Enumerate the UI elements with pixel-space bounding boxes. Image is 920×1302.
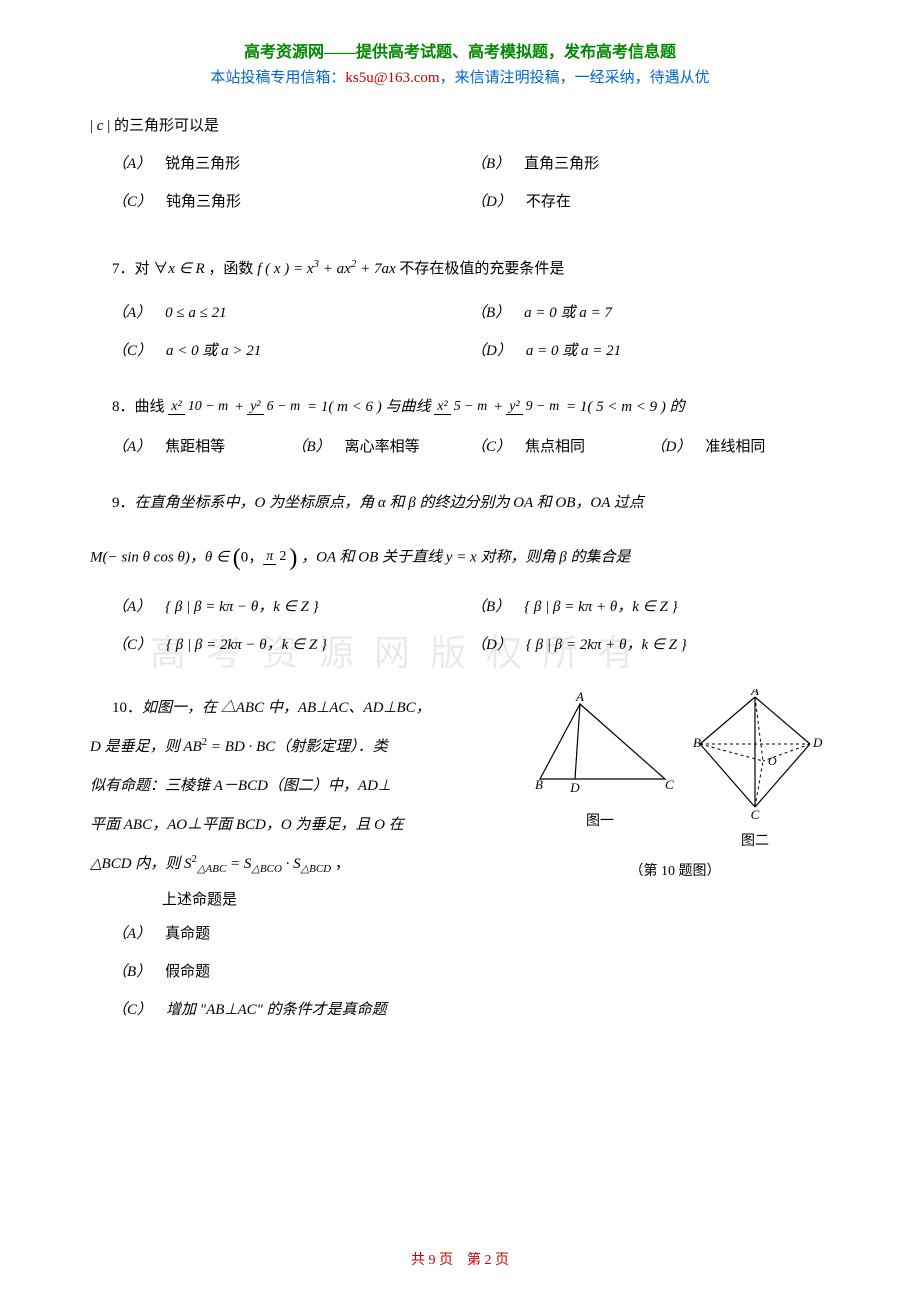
q6-opt-a: （A）锐角三角形 — [112, 152, 471, 176]
q6-opt-d: （D）不存在 — [471, 190, 830, 214]
q7-opt-d: （D）a = 0 或 a = 21 — [471, 339, 830, 363]
q10-opt-b: （B）假命题 — [112, 960, 830, 984]
header-title: 高考资源网——提供高考试题、高考模拟题，发布高考信息题 — [90, 40, 830, 66]
q10-body: 10．如图一，在 △ABC 中，AB⊥AC、AD⊥BC， D 是垂足，则 AB2… — [90, 689, 510, 884]
svg-text:C: C — [751, 807, 760, 819]
svg-text:O: O — [768, 754, 777, 768]
q10-opt-a: （A）真命题 — [112, 922, 830, 946]
question-8: 8．曲线 x²10 − m + y²6 − m = 1( m < 6 ) 与曲线… — [90, 395, 830, 473]
svg-text:D: D — [812, 735, 823, 750]
header-subtitle: 本站投稿专用信箱：ks5u@163.com，来信请注明投稿，一经采纳，待遇从优 — [90, 66, 830, 90]
q10-figures: A B D C 图一 — [510, 689, 830, 884]
q9-p1: 9．在直角坐标系中，O 为坐标原点，角 α 和 β 的终边分别为 OA 和 OB… — [90, 491, 830, 515]
question-9: 9．在直角坐标系中，O 为坐标原点，角 α 和 β 的终边分别为 OA 和 OB… — [90, 491, 830, 671]
q6-opt-b: （B）直角三角形 — [471, 152, 830, 176]
page-footer: 共 9 页 第 2 页 — [0, 1250, 920, 1272]
question-7: 7．对 ∀x ∈ R ，函数 f ( x ) = x3 + ax2 + 7ax … — [90, 256, 830, 377]
q10-l6: 上述命题是 — [140, 888, 830, 912]
q8-opt-b: （B）离心率相等 — [292, 435, 472, 459]
q7-opt-b: （B）a = 0 或 a = 7 — [471, 301, 830, 325]
q10-caption: （第 10 题图） — [520, 861, 830, 883]
q9-opt-c: （C）{ β | β = 2kπ − θ，k ∈ Z } — [112, 633, 471, 657]
sub-post: ，来信请注明投稿，一经采纳，待遇从优 — [440, 70, 710, 86]
page-header: 高考资源网——提供高考试题、高考模拟题，发布高考信息题 本站投稿专用信箱：ks5… — [90, 40, 830, 90]
question-10: 10．如图一，在 △ABC 中，AB⊥AC、AD⊥BC， D 是垂足，则 AB2… — [90, 689, 830, 1036]
q8-opt-a: （A）焦距相等 — [112, 435, 292, 459]
q8-opt-d: （D）准线相同 — [651, 435, 831, 459]
q8-opt-c: （C）焦点相同 — [471, 435, 651, 459]
svg-text:C: C — [665, 777, 674, 792]
svg-text:A: A — [750, 689, 759, 698]
q9-opt-d: （D）{ β | β = 2kπ + θ，k ∈ Z } — [471, 633, 830, 657]
svg-text:B: B — [535, 777, 543, 792]
figure-2: A B D C O 图二 — [685, 689, 825, 853]
q9-opt-a: （A）{ β | β = kπ − θ，k ∈ Z } — [112, 595, 471, 619]
svg-text:A: A — [575, 689, 584, 704]
q7-opt-a: （A）0 ≤ a ≤ 21 — [112, 301, 471, 325]
svg-text:B: B — [693, 735, 701, 750]
q10-opt-c: （C）增加 "AB⊥AC" 的条件才是真命题 — [112, 998, 830, 1022]
question-6: | c | 的三角形可以是 （A）锐角三角形 （B）直角三角形 （C）钝角三角形… — [90, 114, 830, 228]
q7-opt-c: （C）a < 0 或 a > 21 — [112, 339, 471, 363]
sub-pre: 本站投稿专用信箱： — [210, 70, 345, 86]
q6-opt-c: （C）钝角三角形 — [112, 190, 471, 214]
q6-stem: | c | 的三角形可以是 — [90, 114, 830, 138]
q9-p2: M(− sin θ cos θ)，θ ∈ (0，π2) ，OA 和 OB 关于直… — [90, 539, 830, 577]
svg-text:D: D — [569, 780, 580, 795]
q9-opt-b: （B）{ β | β = kπ + θ，k ∈ Z } — [471, 595, 830, 619]
q7-stem: 7．对 ∀x ∈ R ，函数 f ( x ) = x3 + ax2 + 7ax … — [112, 256, 830, 281]
header-email: ks5u@163.com — [345, 70, 439, 86]
q8-stem: 8．曲线 x²10 − m + y²6 − m = 1( m < 6 ) 与曲线… — [112, 395, 830, 419]
figure-1: A B D C 图一 — [525, 689, 675, 853]
